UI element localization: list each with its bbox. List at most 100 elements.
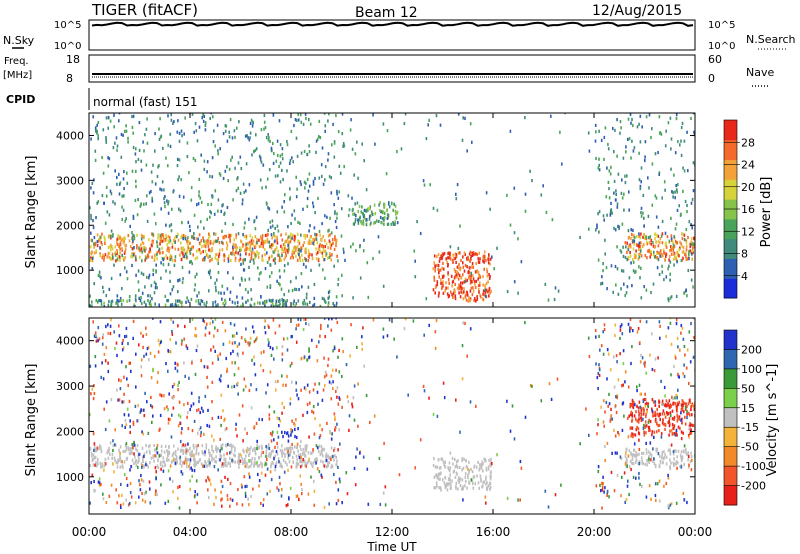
power-point [272,298,274,302]
power-point [607,142,609,147]
power-point [455,260,457,264]
power-point [121,194,123,198]
power-point [237,176,239,180]
power-point [477,257,480,261]
velocity-point [190,466,192,470]
velocity-point [603,424,605,428]
velocity-point [210,348,212,352]
power-point [261,258,263,262]
power-point [164,195,166,199]
power-point [324,178,326,182]
velocity-point [338,477,341,481]
velocity-point [489,485,492,490]
velocity-point [459,477,462,481]
power-point [617,292,620,296]
power-point [143,234,145,239]
velocity-point [458,476,460,480]
velocity-point [688,465,690,469]
power-point [550,114,552,118]
velocity-point [116,465,119,469]
velocity-point [610,470,613,474]
velocity-point [681,455,684,459]
velocity-point [250,383,252,387]
power-point [254,227,257,231]
nsearch-tick-bottom: 10^0 [708,41,735,52]
power-point [670,167,672,171]
power-point [307,241,310,245]
power-point [148,250,150,254]
power-point [400,147,403,151]
power-point [198,248,201,252]
velocity-point [290,465,293,469]
velocity-point [164,444,167,448]
velocity-point [97,326,100,330]
velocity-point [324,459,327,463]
velocity-point [183,403,185,407]
power-point [470,280,473,284]
velocity-point [608,495,610,499]
velocity-point [142,479,145,483]
power-point [153,258,156,262]
velocity-point [560,483,562,487]
power-point [224,129,227,133]
velocity-point [467,473,469,477]
power-point [156,174,159,179]
velocity-point [218,377,221,381]
velocity-point [635,453,637,457]
power-point [440,281,442,285]
power-point [140,168,143,172]
power-point [181,251,184,256]
velocity-point [295,381,297,385]
power-point [253,251,255,255]
power-point [250,304,253,307]
power-point [613,179,616,183]
power-point [482,292,484,296]
power-point [625,150,627,154]
power-point [135,273,137,277]
power-point [335,304,337,307]
velocity-point [619,328,622,332]
power-point [108,300,110,304]
power-point [185,255,188,259]
power-point [255,215,258,219]
power-point [276,224,279,228]
power-point [385,172,388,176]
velocity-point [663,385,666,390]
power-point [267,138,270,142]
power-point [365,208,368,212]
power-point [657,258,660,262]
power-point [171,288,174,292]
power-point [447,263,449,267]
velocity-point [246,449,249,453]
velocity-point [212,345,215,349]
velocity-point [146,400,148,404]
velocity-point [311,338,313,342]
velocity-point [321,451,323,455]
power-point [176,164,179,168]
power-point [274,247,277,252]
power-point [496,246,498,250]
power-point [471,262,474,266]
velocity-point [96,336,98,340]
velocity-point [191,454,194,458]
velocity-point [658,479,661,483]
velocity-point [101,361,103,365]
velocity-point [165,362,167,366]
velocity-point [253,330,255,334]
velocity-point [670,502,673,506]
velocity-point [189,452,191,457]
velocity-point [686,500,688,505]
power-point [433,275,435,279]
velocity-point [316,359,319,363]
velocity-point [277,379,279,383]
power-point [206,241,208,245]
velocity-point [248,503,250,507]
power-point [230,233,233,237]
power-point [321,251,324,255]
power-point [112,233,114,237]
power-point [295,175,297,179]
power-point [453,288,456,292]
velocity-point [348,428,350,432]
power-point [126,181,129,185]
velocity-point [637,420,640,424]
